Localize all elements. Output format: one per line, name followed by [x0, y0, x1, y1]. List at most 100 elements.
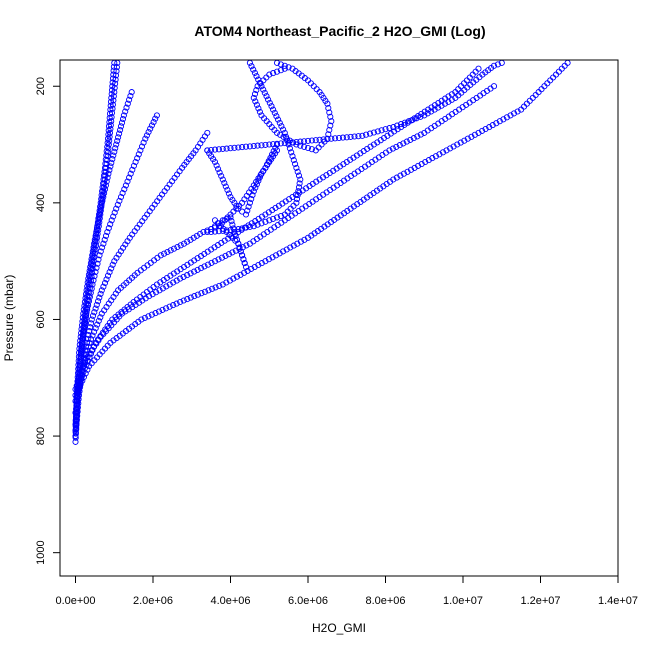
- data-point: [149, 291, 156, 298]
- data-point: [253, 181, 260, 188]
- y-tick-label: 200: [35, 77, 47, 95]
- data-point: [104, 272, 112, 279]
- data-point: [120, 112, 127, 119]
- data-point: [254, 221, 261, 228]
- data-point: [98, 201, 105, 208]
- data-point: [552, 71, 560, 78]
- data-point: [113, 64, 120, 71]
- x-tick-label: 2.0e+06: [133, 595, 173, 607]
- data-point: [80, 373, 88, 381]
- data-point: [146, 293, 153, 300]
- data-point: [290, 242, 297, 249]
- data-point: [454, 141, 461, 148]
- data-point: [152, 115, 159, 122]
- data-point: [308, 137, 315, 144]
- data-point: [287, 244, 294, 251]
- data-point: [490, 83, 498, 90]
- data-point: [409, 116, 416, 123]
- data-point: [108, 109, 116, 116]
- data-point: [429, 155, 436, 162]
- data-point: [242, 211, 250, 218]
- data-point: [270, 106, 277, 113]
- data-point: [219, 176, 226, 183]
- data-point: [177, 242, 184, 249]
- data-point: [104, 149, 112, 156]
- data-point: [294, 192, 301, 199]
- data-point: [461, 137, 468, 144]
- data-point: [425, 157, 432, 164]
- data-point: [110, 71, 117, 78]
- data-point: [92, 232, 99, 239]
- data-point: [494, 61, 501, 68]
- data-point: [266, 141, 273, 148]
- data-point: [242, 224, 250, 231]
- data-point: [88, 256, 95, 263]
- data-point: [230, 225, 237, 232]
- data-point: [273, 147, 281, 154]
- data-point: [296, 180, 303, 187]
- data-point: [109, 261, 116, 268]
- data-point: [211, 158, 219, 166]
- data-point: [252, 98, 259, 105]
- data-point: [72, 438, 79, 445]
- data-point: [101, 186, 109, 193]
- data-point: [239, 225, 246, 232]
- data-point: [79, 377, 86, 384]
- data-point: [110, 67, 117, 74]
- data-point: [211, 146, 219, 153]
- data-point: [190, 234, 197, 241]
- data-point: [281, 129, 288, 136]
- data-point: [166, 281, 173, 288]
- data-point: [258, 112, 265, 119]
- data-point: [292, 160, 299, 168]
- data-point: [421, 112, 428, 119]
- data-point: [258, 83, 265, 90]
- data-point: [428, 108, 435, 115]
- data-point: [110, 213, 117, 220]
- data-point: [287, 205, 294, 212]
- data-point: [106, 133, 113, 140]
- y-tick-label: 400: [35, 194, 47, 212]
- x-tick-label: 1.4e+07: [598, 595, 638, 607]
- data-point: [88, 316, 95, 323]
- data-point: [258, 220, 265, 227]
- data-point: [163, 283, 170, 290]
- data-point: [88, 285, 95, 292]
- data-point: [177, 275, 184, 282]
- data-point: [93, 301, 100, 308]
- data-point: [116, 197, 123, 204]
- data-point: [96, 294, 103, 301]
- data-point: [105, 170, 112, 177]
- data-point: [87, 320, 95, 327]
- data-point: [445, 98, 452, 105]
- data-point: [99, 197, 106, 204]
- data-point: [122, 182, 129, 189]
- data-point: [111, 89, 118, 96]
- data-point: [84, 306, 91, 313]
- data-point: [386, 147, 393, 154]
- data-point: [468, 133, 475, 140]
- data-point: [312, 137, 319, 144]
- data-point: [219, 217, 226, 224]
- data-point: [114, 137, 121, 144]
- data-point: [324, 100, 331, 107]
- data-point: [197, 265, 205, 272]
- data-point: [297, 176, 304, 183]
- data-point: [92, 305, 99, 312]
- data-point: [75, 384, 82, 392]
- data-point: [407, 136, 414, 143]
- data-point: [108, 159, 115, 166]
- data-point: [547, 77, 554, 84]
- data-point: [351, 133, 358, 140]
- data-point: [94, 221, 101, 228]
- data-point: [104, 174, 111, 181]
- data-point: [463, 77, 470, 84]
- data-point: [73, 416, 80, 423]
- data-point: [170, 302, 177, 309]
- data-point: [96, 213, 103, 220]
- plot-frame: [59, 59, 619, 577]
- data-point: [226, 277, 233, 284]
- data-point: [100, 193, 107, 201]
- plot-points: [72, 59, 571, 445]
- data-point: [261, 89, 268, 96]
